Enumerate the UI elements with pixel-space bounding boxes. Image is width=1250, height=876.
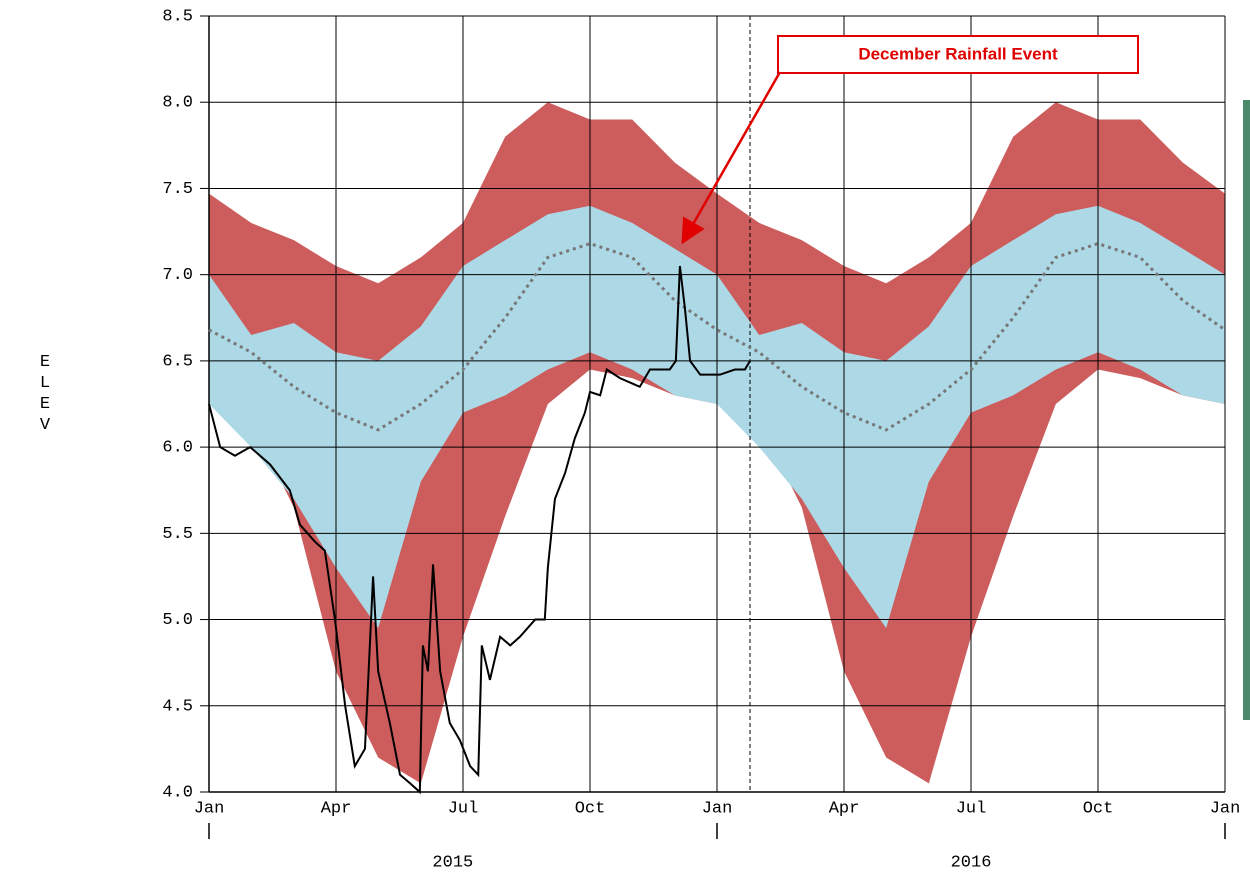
y-tick-label: 6.5 [162,352,193,371]
y-tick-label: 7.5 [162,180,193,199]
median-line [208,242,1226,432]
year-label: 2015 [432,853,473,872]
x-tick-label: Oct [575,799,606,818]
y-tick-label: 8.0 [162,94,193,113]
y-tick-label: 5.0 [162,611,193,630]
y-axis-label: ELEV [36,353,55,437]
x-tick-label: Oct [1083,799,1114,818]
y-tick-label: 5.5 [162,525,193,544]
x-tick-label: Apr [829,799,860,818]
y-tick-label: 8.5 [162,7,193,26]
annotation: December Rainfall Event [858,44,1058,63]
year-label: 2016 [951,853,992,872]
y-tick-label: 7.0 [162,266,193,285]
x-tick-label: Jan [1210,799,1241,818]
y-tick-label: 6.0 [162,439,193,458]
annotation-arrow [681,71,782,245]
x-tick-label: Jan [702,799,733,818]
x-tick-label: Apr [321,799,352,818]
observed-line [208,265,751,795]
y-tick-label: 4.5 [162,697,193,716]
annotation-box [777,35,1139,74]
cropped-panel [1243,100,1250,720]
x-tick-label: Jul [956,799,987,818]
x-tick-label: Jul [448,799,479,818]
x-tick-label: Jan [194,799,225,818]
y-tick-label: 4.0 [162,783,193,802]
